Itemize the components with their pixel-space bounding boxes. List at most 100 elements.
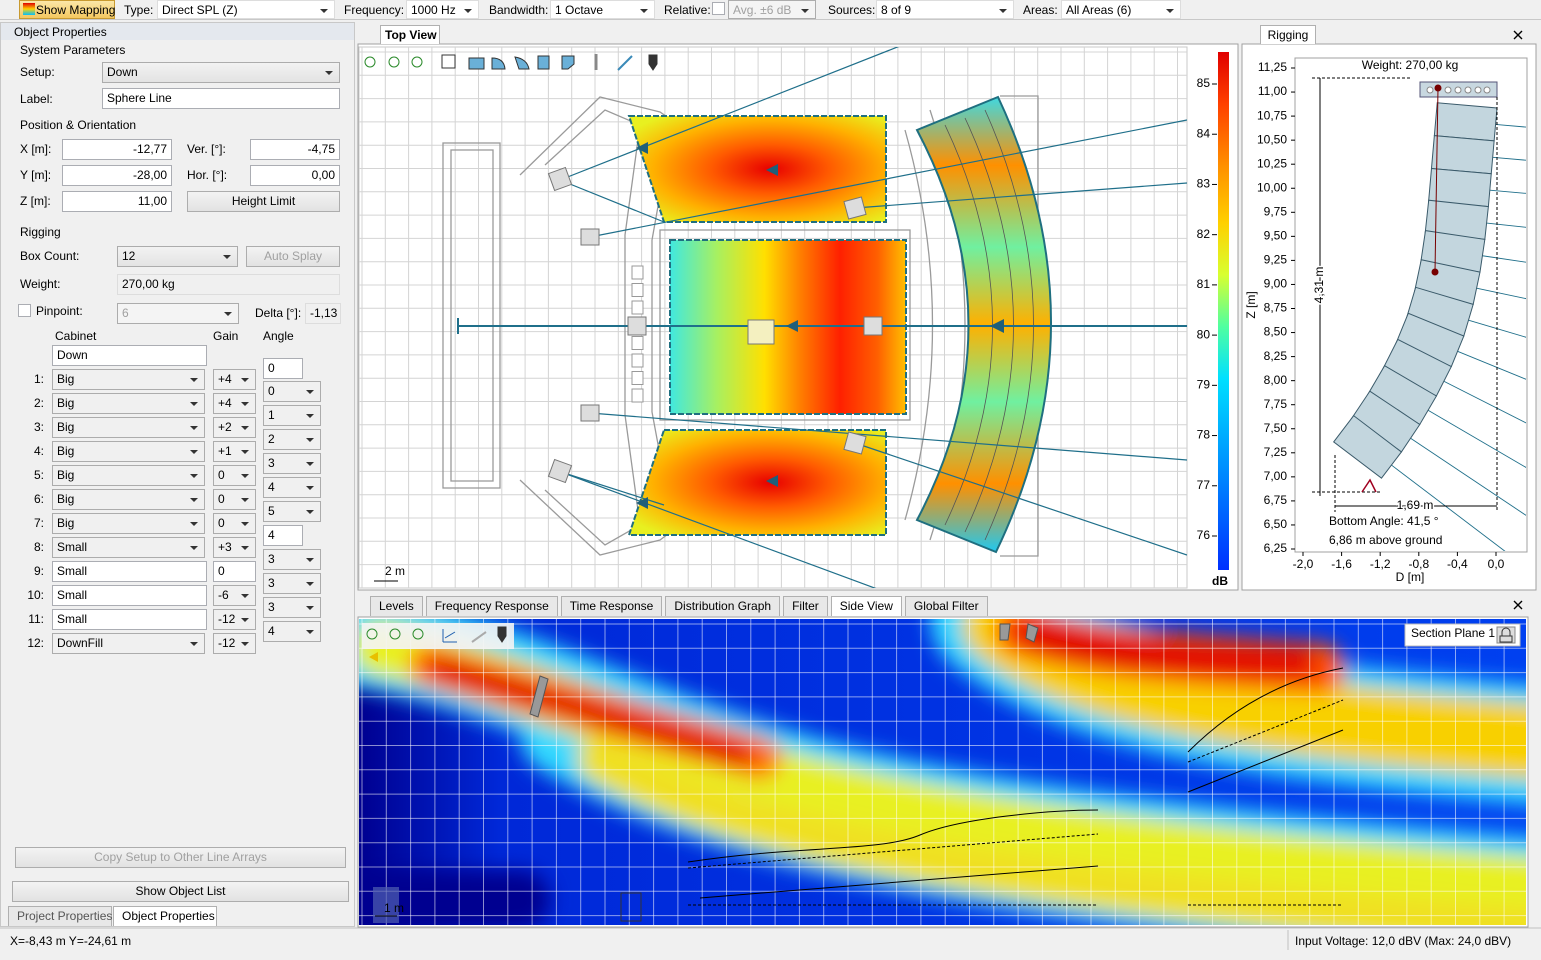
cabinet-dropdown[interactable]: Big <box>52 441 205 462</box>
frame-holes <box>1426 86 1491 94</box>
bandwidth-label: Bandwidth: <box>489 3 549 17</box>
side-scale-label: 1 m <box>384 901 404 915</box>
lock-button[interactable] <box>1496 626 1516 644</box>
field-label: Label: <box>20 92 53 106</box>
gain-dropdown[interactable]: +1 <box>213 441 256 462</box>
pinpoint-dropdown[interactable]: 6 <box>117 303 239 324</box>
cabinet-dropdown[interactable]: Small <box>52 609 207 630</box>
analysis-tab-strip: Levels Frequency Response Time Response Dis… <box>370 596 988 616</box>
y-input[interactable]: -28,00 <box>62 165 172 186</box>
copy-setup-button[interactable]: Copy Setup to Other Line Arrays <box>15 847 346 868</box>
label-input[interactable]: Sphere Line <box>102 88 340 109</box>
gain-dropdown[interactable]: 0 <box>213 513 256 534</box>
angle-field[interactable]: 3 <box>263 597 321 618</box>
panel-tab[interactable]: Object Properties <box>113 906 217 926</box>
cabinet-dropdown[interactable]: Big <box>52 513 205 534</box>
setup-dropdown[interactable]: Down <box>102 62 340 83</box>
view-tab[interactable]: Rigging <box>1260 25 1316 44</box>
y-tick-label: 10,00 <box>1257 180 1287 194</box>
angle-field[interactable]: 0 <box>263 358 303 379</box>
gain-dropdown[interactable]: +4 <box>213 393 256 414</box>
seat-block <box>631 388 644 403</box>
bandwidth-dropdown[interactable]: 1 Octave <box>550 0 655 19</box>
gain-dropdown[interactable]: 0 <box>213 561 256 582</box>
section-heading: Position & Orientation <box>20 118 137 132</box>
angle-field[interactable]: 3 <box>263 453 321 474</box>
column-header: Cabinet <box>55 329 97 343</box>
pinpoint-checkbox[interactable] <box>18 304 31 317</box>
analysis-tab[interactable]: Levels <box>370 596 423 616</box>
cabinet-dropdown[interactable]: Big <box>52 465 205 486</box>
gain-dropdown[interactable]: 0 <box>213 465 256 486</box>
cabinet-dropdown[interactable]: Small <box>52 585 207 606</box>
cabinet-dropdown[interactable]: Small <box>52 537 205 558</box>
type-dropdown[interactable]: Direct SPL (Z) <box>157 0 335 19</box>
angle-field[interactable]: 1 <box>263 405 321 426</box>
cabinet-box <box>1332 414 1403 479</box>
row-index: 5: <box>33 468 44 482</box>
z-input[interactable]: 11,00 <box>62 191 172 212</box>
angle-field[interactable]: 4 <box>263 477 321 498</box>
analysis-tab[interactable]: Time Response <box>560 596 663 616</box>
cabinet-dropdown[interactable]: Big <box>52 393 205 414</box>
y-tick-label: 9,75 <box>1264 204 1288 218</box>
ver-input[interactable]: -4,75 <box>250 139 340 160</box>
avg-dropdown[interactable]: Avg. ±6 dB <box>728 0 816 19</box>
cabinet-dropdown[interactable]: Big <box>52 417 205 438</box>
cabinet-dropdown[interactable]: Small <box>52 561 207 582</box>
cabinet-dropdown[interactable]: Big <box>52 489 205 510</box>
y-tick-label: 10,25 <box>1257 156 1287 170</box>
aim-line <box>1427 409 1526 468</box>
side-toolbar <box>362 623 514 649</box>
y-tick-label: 11,00 <box>1258 84 1287 98</box>
gain-dropdown[interactable]: 0 <box>213 489 256 510</box>
gain-dropdown[interactable]: -12 <box>213 609 256 630</box>
angle-field[interactable]: 4 <box>263 525 303 546</box>
analysis-tab[interactable]: Global Filter <box>904 596 988 616</box>
gain-dropdown[interactable]: -6 <box>213 585 256 606</box>
seat-block <box>631 336 644 350</box>
frequency-dropdown[interactable]: 1000 Hz <box>406 0 479 19</box>
relative-checkbox[interactable] <box>712 2 725 15</box>
row-index: 6: <box>33 492 44 506</box>
angle-field[interactable]: 4 <box>263 621 321 642</box>
angle-field[interactable]: 3 <box>263 573 321 594</box>
section-heading: System Parameters <box>20 43 126 57</box>
angle-field[interactable]: 2 <box>263 429 321 450</box>
panel-tab[interactable]: Project Properties <box>8 906 112 926</box>
bottom-angle: Bottom Angle: 41,5 ° <box>1329 514 1439 528</box>
box-count-dropdown[interactable]: 12 <box>117 246 238 267</box>
auto-splay-button[interactable]: Auto Splay <box>246 246 340 267</box>
analysis-tab[interactable]: Distribution Graph <box>665 596 781 616</box>
height-limit-button[interactable]: Height Limit <box>187 191 340 212</box>
show-object-list-button[interactable]: Show Object List <box>12 881 349 902</box>
row-index: 8: <box>33 540 44 554</box>
angle-field[interactable]: 0 <box>263 381 321 402</box>
areas-dropdown[interactable]: All Areas (6) <box>1061 0 1181 19</box>
gain-dropdown[interactable]: +3 <box>213 537 256 558</box>
view-tab[interactable]: Top View <box>380 25 440 44</box>
gain-dropdown[interactable]: +4 <box>213 369 256 390</box>
angle-field[interactable]: 3 <box>263 549 321 570</box>
colorbar-tick-label: 76 <box>1197 528 1211 542</box>
y-tick-label: 7,25 <box>1264 445 1288 459</box>
sources-dropdown[interactable]: 8 of 9 <box>876 0 1014 19</box>
colorbar-tick-label: 77 <box>1197 478 1211 492</box>
gain-dropdown[interactable]: -12 <box>213 633 256 654</box>
cabinet-dropdown[interactable]: Big <box>52 369 205 390</box>
gain-dropdown[interactable]: +2 <box>213 417 256 438</box>
cabinet-dropdown[interactable]: DownFill <box>52 633 205 654</box>
x-axis-label: D [m] <box>1396 570 1425 584</box>
hor-input[interactable]: 0,00 <box>250 165 340 186</box>
y-tick-label: 9,50 <box>1264 229 1288 243</box>
side-speakers <box>529 623 1039 718</box>
analysis-tab[interactable]: Side View <box>830 596 902 616</box>
analysis-tab[interactable]: Filter <box>783 596 828 616</box>
angle-field[interactable]: 5 <box>263 501 321 522</box>
show-mapping-button[interactable]: Show Mapping <box>19 0 115 19</box>
x-input[interactable]: -12,77 <box>62 139 172 160</box>
analysis-tab[interactable]: Frequency Response <box>425 596 558 616</box>
cabinet-field[interactable]: Down <box>52 345 207 366</box>
